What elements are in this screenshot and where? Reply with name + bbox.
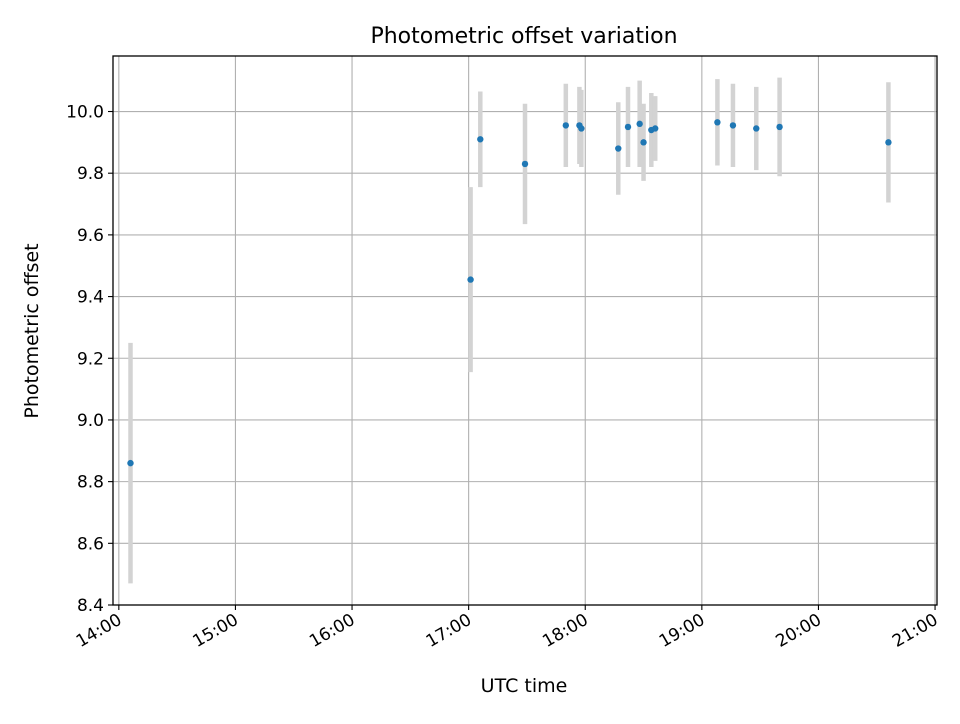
plot-frame <box>112 55 938 606</box>
data-point <box>776 123 783 131</box>
data-point <box>615 145 622 152</box>
y-axis-label: Photometric offset <box>21 243 43 418</box>
data-point <box>578 125 585 132</box>
data-point <box>467 276 474 283</box>
y-axis-ticks: 8.4 8.6 8.8 9.0 9.2 9.4 9.6 9.8 10.0 <box>66 103 113 616</box>
data-point <box>521 160 529 168</box>
data-point <box>640 139 647 146</box>
x-axis-label: UTC time <box>481 675 568 697</box>
y-tick-label: 9.0 <box>77 411 104 431</box>
data-point <box>714 119 721 126</box>
y-tick-label: 8.6 <box>77 534 104 554</box>
data-point <box>127 459 134 467</box>
y-tick-label: 8.8 <box>77 473 104 493</box>
data-point <box>885 139 892 146</box>
data-point <box>636 120 643 128</box>
data-point <box>652 125 659 132</box>
y-tick-label: 9.8 <box>77 164 104 184</box>
data-point <box>477 136 484 143</box>
data-point <box>753 125 760 132</box>
data-point <box>562 122 570 129</box>
chart-title: Photometric offset variation <box>370 24 677 49</box>
data-points <box>127 119 892 467</box>
y-tick-label: 9.4 <box>77 288 104 308</box>
y-tick-label: 8.4 <box>77 596 104 616</box>
y-tick-label: 9.6 <box>77 226 104 246</box>
data-point <box>729 122 737 129</box>
y-tick-label: 9.2 <box>77 349 104 369</box>
data-point <box>624 123 632 131</box>
y-tick-label: 10.0 <box>66 103 104 123</box>
